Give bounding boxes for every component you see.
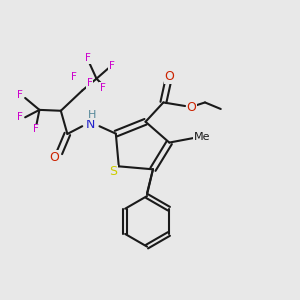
Text: F: F [17,90,23,100]
Text: F: F [87,78,93,88]
Text: F: F [33,124,39,134]
Text: O: O [187,101,196,114]
Text: F: F [85,53,91,64]
Text: F: F [71,72,77,82]
Text: O: O [49,151,59,164]
Text: S: S [110,165,117,178]
Text: F: F [100,82,105,93]
Text: O: O [164,70,174,83]
Text: Me: Me [194,132,210,142]
Text: F: F [17,112,23,122]
Text: N: N [86,118,95,131]
Text: H: H [88,110,96,120]
Text: F: F [109,61,115,71]
